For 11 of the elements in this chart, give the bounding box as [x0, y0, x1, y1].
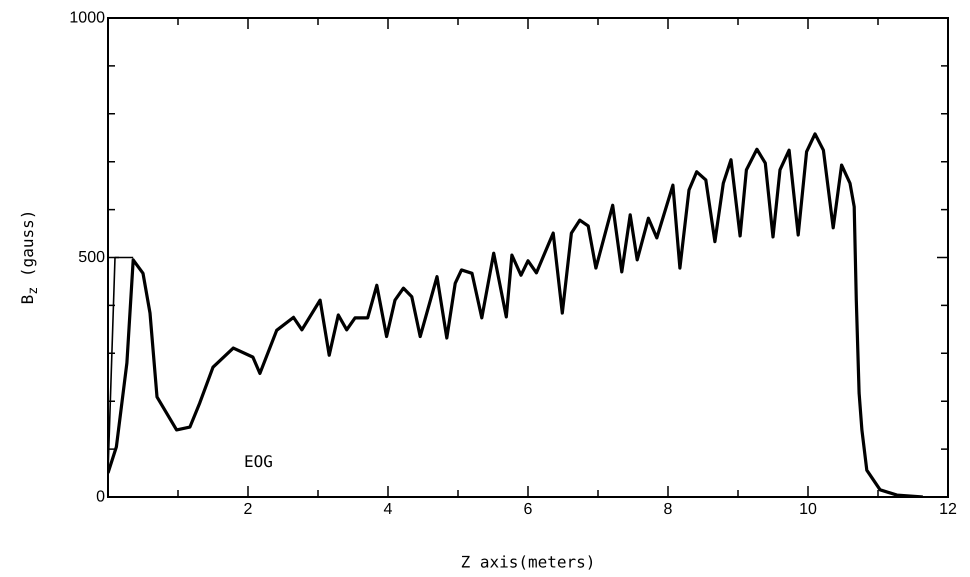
- y-tick-label: 0: [96, 488, 106, 506]
- annotation: EOG: [244, 452, 273, 471]
- x-tick-label: 12: [939, 501, 957, 518]
- x-tick-label: 4: [384, 501, 393, 518]
- x-tick-label: 6: [524, 501, 533, 518]
- x-axis-title: Z axis(meters): [460, 552, 596, 572]
- x-tick-label: 10: [799, 501, 817, 518]
- y-tick-label: 1000: [69, 9, 106, 26]
- y-tick-label: 500: [78, 248, 106, 266]
- x-tick-label: 8: [664, 501, 673, 518]
- x-tick-label: 2: [244, 501, 253, 518]
